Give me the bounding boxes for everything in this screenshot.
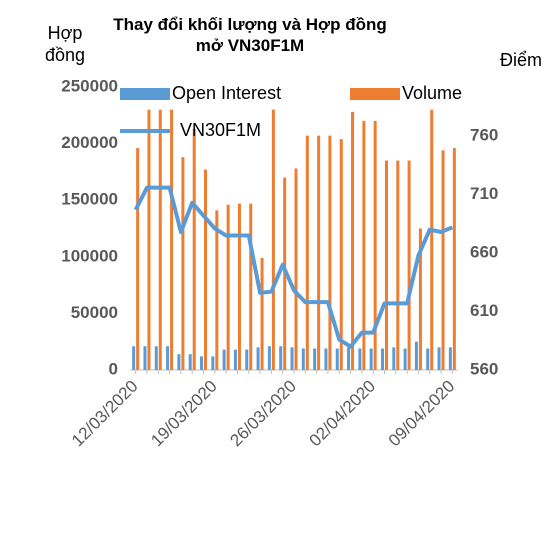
bar xyxy=(154,346,158,370)
bar xyxy=(328,135,332,370)
bar xyxy=(441,150,445,370)
bar xyxy=(204,169,208,370)
bar xyxy=(233,349,237,370)
bar xyxy=(226,204,230,370)
x-tick-label: 19/03/2020 xyxy=(147,377,221,451)
bar xyxy=(256,347,260,370)
legend-swatch xyxy=(350,88,400,100)
bar xyxy=(215,210,219,370)
bar xyxy=(188,354,192,370)
bar xyxy=(267,346,271,370)
bar xyxy=(200,356,204,370)
bar xyxy=(392,347,396,370)
y-tick-label: 100000 xyxy=(61,246,118,265)
x-tick-label: 26/03/2020 xyxy=(226,377,300,451)
legend-label: Volume xyxy=(402,83,462,103)
bar xyxy=(335,348,339,370)
bar xyxy=(317,135,321,370)
bar xyxy=(237,203,241,370)
y2-tick-label: 660 xyxy=(470,243,498,262)
bar xyxy=(380,348,384,370)
bar xyxy=(347,347,351,370)
bar xyxy=(407,160,411,370)
bar xyxy=(305,135,309,370)
y-tick-label: 250000 xyxy=(61,76,118,95)
bar xyxy=(437,347,441,370)
bar xyxy=(351,111,355,371)
legend-label: VN30F1M xyxy=(180,120,261,140)
y2-axis-label: Điểm xyxy=(500,50,543,70)
bar xyxy=(313,348,317,370)
bar xyxy=(147,109,151,370)
bar xyxy=(418,228,422,370)
bar xyxy=(136,148,140,370)
bar xyxy=(362,120,366,371)
bar xyxy=(301,348,305,370)
bar xyxy=(369,348,373,370)
bar xyxy=(271,109,275,370)
line xyxy=(133,185,454,349)
bar xyxy=(132,346,136,370)
x-tick-label: 12/03/2020 xyxy=(68,377,142,451)
bar xyxy=(294,168,298,370)
y-axis-label: Hợp đồng xyxy=(44,23,86,65)
y2-tick-label: 560 xyxy=(470,359,498,378)
bar xyxy=(384,160,388,370)
bar xyxy=(403,348,407,370)
bar xyxy=(177,354,181,370)
bar xyxy=(396,160,400,370)
y-tick-label: 0 xyxy=(109,359,118,378)
bar xyxy=(426,348,430,370)
y-tick-label: 200000 xyxy=(61,133,118,152)
y2-tick-label: 710 xyxy=(470,184,498,203)
bar xyxy=(339,139,343,370)
y2-tick-label: 760 xyxy=(470,126,498,145)
x-tick-label: 09/04/2020 xyxy=(385,377,459,451)
bar xyxy=(373,120,377,371)
y2-tick-label: 610 xyxy=(470,301,498,320)
legend-label: Open Interest xyxy=(172,83,281,103)
bar xyxy=(143,346,147,370)
bar xyxy=(166,346,170,370)
bar xyxy=(324,348,328,370)
bar xyxy=(170,109,174,370)
chart-title: Thay đổi khối lượng và Hợp đồng mở VN30F… xyxy=(113,15,387,55)
legend-swatch xyxy=(120,88,170,100)
bar xyxy=(192,128,196,370)
bar xyxy=(245,349,249,370)
y-tick-label: 50000 xyxy=(71,303,118,322)
bar xyxy=(279,346,283,370)
bar xyxy=(249,203,253,370)
bar xyxy=(430,109,434,370)
bar xyxy=(158,109,162,370)
bar xyxy=(260,257,264,370)
y-tick-label: 150000 xyxy=(61,190,118,209)
bar xyxy=(211,356,215,370)
bar xyxy=(448,347,452,370)
x-tick-label: 02/04/2020 xyxy=(306,377,380,451)
bar xyxy=(290,347,294,370)
bar xyxy=(358,348,362,370)
bar xyxy=(222,349,226,370)
bar xyxy=(181,157,185,370)
bar xyxy=(414,341,418,370)
bar xyxy=(452,148,456,370)
